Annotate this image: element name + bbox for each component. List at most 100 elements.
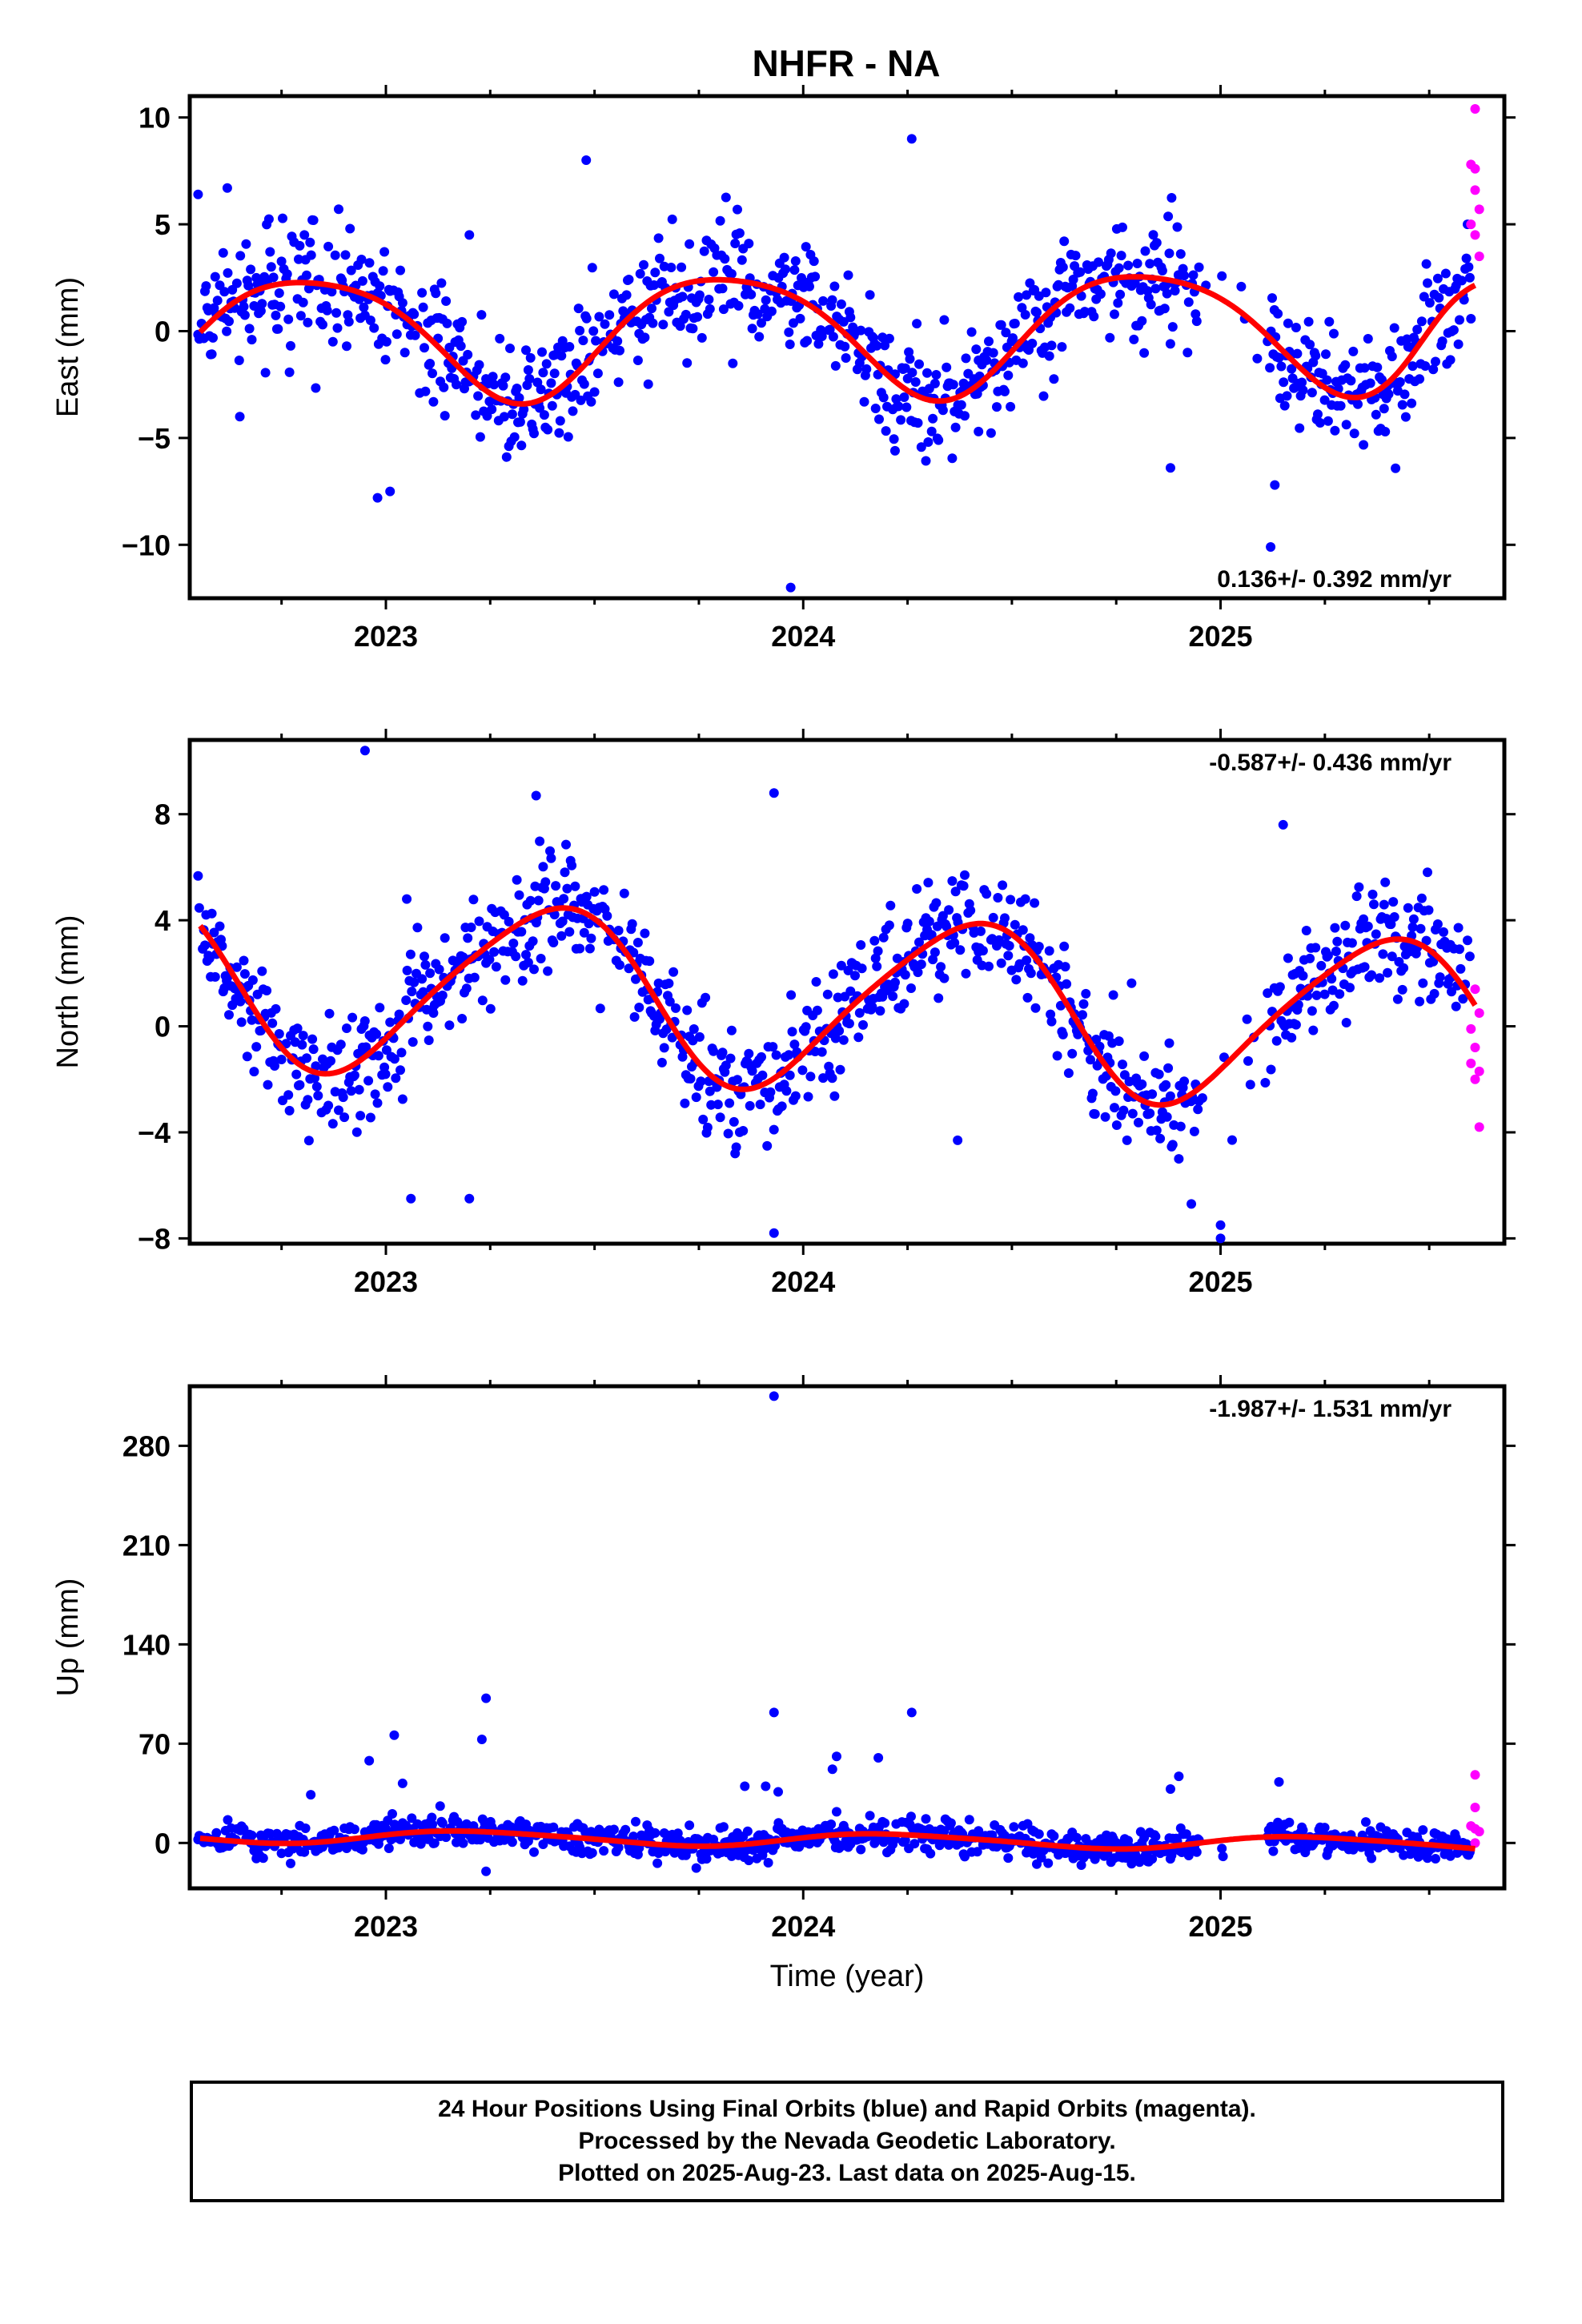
final-orbit-point <box>1428 364 1439 375</box>
final-orbit-point <box>452 1816 463 1827</box>
final-orbit-point <box>829 1091 840 1101</box>
final-orbit-point <box>878 932 889 943</box>
final-orbit-point <box>701 992 711 1003</box>
final-orbit-point <box>554 428 564 438</box>
final-orbit-point <box>993 893 1003 903</box>
final-orbit-point <box>629 1011 640 1022</box>
final-orbit-point <box>1266 541 1276 552</box>
final-orbit-point <box>308 1044 319 1055</box>
final-orbit-point <box>357 1844 367 1855</box>
final-orbit-point <box>693 312 703 322</box>
final-orbit-point <box>1147 1854 1158 1864</box>
final-orbit-point <box>1321 349 1331 360</box>
final-orbit-point <box>1407 361 1418 372</box>
final-orbit-point <box>359 1016 370 1026</box>
final-orbit-point <box>1161 280 1171 291</box>
final-orbit-point <box>1089 312 1099 322</box>
final-orbit-point <box>1146 300 1156 310</box>
final-orbit-point <box>1242 1014 1252 1024</box>
final-orbit-point <box>828 969 838 979</box>
final-orbit-point <box>599 885 609 895</box>
fit-curve <box>199 1827 1476 1852</box>
final-orbit-point <box>1324 316 1335 327</box>
final-orbit-point <box>829 281 840 292</box>
final-orbit-point <box>964 1815 974 1825</box>
final-orbit-point <box>1020 310 1030 320</box>
final-orbit-point <box>338 1092 348 1103</box>
rate-label: -0.587+/- 0.436 mm/yr <box>1209 750 1452 776</box>
final-orbit-point <box>634 1003 644 1012</box>
final-orbit-point <box>1025 278 1035 288</box>
final-orbit-point <box>1371 929 1381 939</box>
final-orbit-point <box>769 788 779 798</box>
final-orbit-point <box>744 239 754 249</box>
final-orbit-point <box>1046 1016 1057 1027</box>
final-orbit-point <box>1335 989 1345 999</box>
final-orbit-point <box>947 453 958 464</box>
final-orbit-point <box>1415 923 1426 934</box>
rapid-orbit-point <box>1470 104 1480 115</box>
final-orbit-point <box>412 923 423 933</box>
rate-label: 0.136+/- 0.392 mm/yr <box>1217 566 1452 593</box>
final-orbit-point <box>884 333 894 344</box>
caption-line-3: Plotted on 2025-Aug-23. Last data on 202… <box>558 2160 1136 2186</box>
final-orbit-point <box>437 1818 448 1828</box>
final-orbit-point <box>766 306 777 316</box>
final-orbit-point <box>340 250 351 260</box>
final-orbit-point <box>1243 1055 1253 1066</box>
final-orbit-point <box>811 977 821 987</box>
final-orbit-point <box>396 1047 407 1058</box>
final-orbit-point <box>1189 1126 1199 1136</box>
final-orbit-point <box>1329 328 1339 339</box>
final-orbit-point <box>1100 1112 1110 1122</box>
final-orbit-point <box>878 392 889 403</box>
final-orbit-point <box>303 1136 314 1146</box>
final-orbit-point <box>916 959 926 970</box>
final-orbit-point <box>1003 1853 1014 1864</box>
final-orbit-point <box>1193 1104 1203 1115</box>
final-orbit-point <box>538 368 548 378</box>
final-orbit-point <box>394 1009 404 1019</box>
final-orbit-point <box>802 336 813 346</box>
final-orbit-point <box>1348 346 1359 356</box>
final-orbit-point <box>207 349 217 360</box>
final-orbit-point <box>539 410 549 420</box>
final-orbit-point <box>327 1119 338 1129</box>
final-orbit-point <box>769 1228 779 1238</box>
final-orbit-point <box>600 319 610 329</box>
final-orbit-point <box>1111 1120 1122 1130</box>
final-orbit-point <box>631 1816 640 1827</box>
final-orbit-point <box>263 214 274 224</box>
final-orbit-point <box>744 1856 754 1866</box>
final-orbit-point <box>746 289 757 300</box>
final-orbit-point <box>1387 951 1397 962</box>
final-orbit-point <box>789 318 798 328</box>
final-orbit-point <box>378 266 388 276</box>
final-orbit-point <box>357 275 367 286</box>
final-orbit-point <box>1380 877 1391 887</box>
final-orbit-point <box>495 333 505 344</box>
final-orbit-point <box>689 1024 699 1034</box>
final-orbit-point <box>1365 378 1375 388</box>
final-orbit-point <box>570 881 580 891</box>
final-orbit-point <box>1182 348 1193 358</box>
final-orbit-point <box>581 891 592 902</box>
final-orbit-point <box>1217 1844 1227 1854</box>
final-orbit-point <box>694 290 705 300</box>
final-orbit-point <box>1003 370 1014 380</box>
final-orbit-point <box>1379 899 1389 910</box>
final-orbit-point <box>236 1017 247 1027</box>
final-orbit-point <box>541 359 552 369</box>
y-tick-label: −8 <box>138 1222 171 1255</box>
final-orbit-point <box>346 1086 356 1096</box>
final-orbit-point <box>705 1086 715 1096</box>
final-orbit-point <box>306 250 316 260</box>
final-orbit-point <box>827 1073 837 1084</box>
final-orbit-point <box>787 1027 797 1037</box>
final-orbit-point <box>913 418 923 428</box>
final-orbit-point <box>955 945 966 955</box>
final-orbit-point <box>1110 1086 1121 1096</box>
final-orbit-point <box>1179 1076 1190 1087</box>
final-orbit-point <box>1181 1829 1191 1839</box>
final-orbit-point <box>402 894 412 904</box>
